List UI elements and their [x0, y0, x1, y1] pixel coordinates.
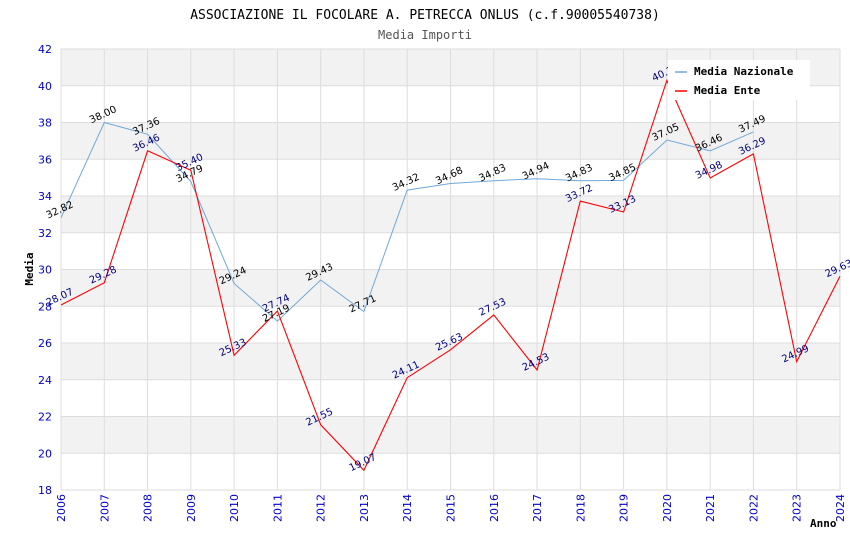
- x-tick-label: 2013: [358, 494, 371, 522]
- x-tick-label: 2011: [271, 494, 284, 522]
- y-tick-label: 38: [38, 117, 52, 130]
- x-tick-label: 2006: [55, 494, 68, 522]
- legend-label-media-ente: Media Ente: [694, 84, 761, 97]
- legend-background: [668, 60, 810, 100]
- y-tick-label: 22: [38, 411, 52, 424]
- x-tick-label: 2024: [834, 494, 847, 522]
- x-tick-label: 2023: [791, 494, 804, 522]
- y-tick-label: 32: [38, 227, 52, 240]
- y-tick-label: 26: [38, 337, 52, 350]
- x-tick-label: 2009: [185, 494, 198, 522]
- y-tick-label: 36: [38, 153, 52, 166]
- y-tick-label: 20: [38, 447, 52, 460]
- y-tick-label: 28: [38, 300, 52, 313]
- x-tick-label: 2007: [98, 494, 111, 522]
- x-tick-label: 2019: [618, 494, 631, 522]
- x-tick-label: 2008: [142, 494, 155, 522]
- grid-lines: [60, 48, 841, 491]
- x-tick-label: 2016: [488, 494, 501, 522]
- y-tick-label: 34: [38, 190, 52, 203]
- x-tick-label: 2018: [574, 494, 587, 522]
- y-tick-label: 42: [38, 43, 52, 56]
- y-tick-label: 18: [38, 484, 52, 497]
- x-tick-label: 2014: [401, 494, 414, 522]
- x-axis-ticks: 2006 2007 2008 2009 2010 2011 2012 2013 2014 2015…: [55, 494, 847, 522]
- y-tick-label: 40: [38, 80, 52, 93]
- chart-title: ASSOCIAZIONE IL FOCOLARE A. PETRECCA ONL…: [190, 8, 660, 23]
- chart-subtitle: Media Importi: [378, 28, 472, 42]
- x-tick-label: 2021: [704, 494, 717, 522]
- x-tick-label: 2015: [445, 494, 458, 522]
- legend-label-media-nazionale: Media Nazionale: [694, 65, 794, 78]
- x-tick-label: 2010: [228, 494, 241, 522]
- series-lines: [60, 78, 841, 472]
- series-line-media-ente: [60, 78, 841, 472]
- y-tick-label: 24: [38, 374, 52, 387]
- x-tick-label: 2020: [661, 494, 674, 522]
- x-tick-label: 2017: [531, 494, 544, 522]
- y-axis-ticks: 18 20 22 24 26 28 30 32 34 36 38 40 42: [38, 43, 52, 497]
- x-axis-label: Anno: [810, 517, 837, 530]
- x-tick-label: 2012: [315, 494, 328, 522]
- x-tick-label: 2022: [747, 494, 760, 522]
- y-axis-label: Media: [23, 252, 36, 285]
- y-tick-label: 30: [38, 264, 52, 277]
- legend: Media Nazionale Media Ente: [668, 60, 810, 100]
